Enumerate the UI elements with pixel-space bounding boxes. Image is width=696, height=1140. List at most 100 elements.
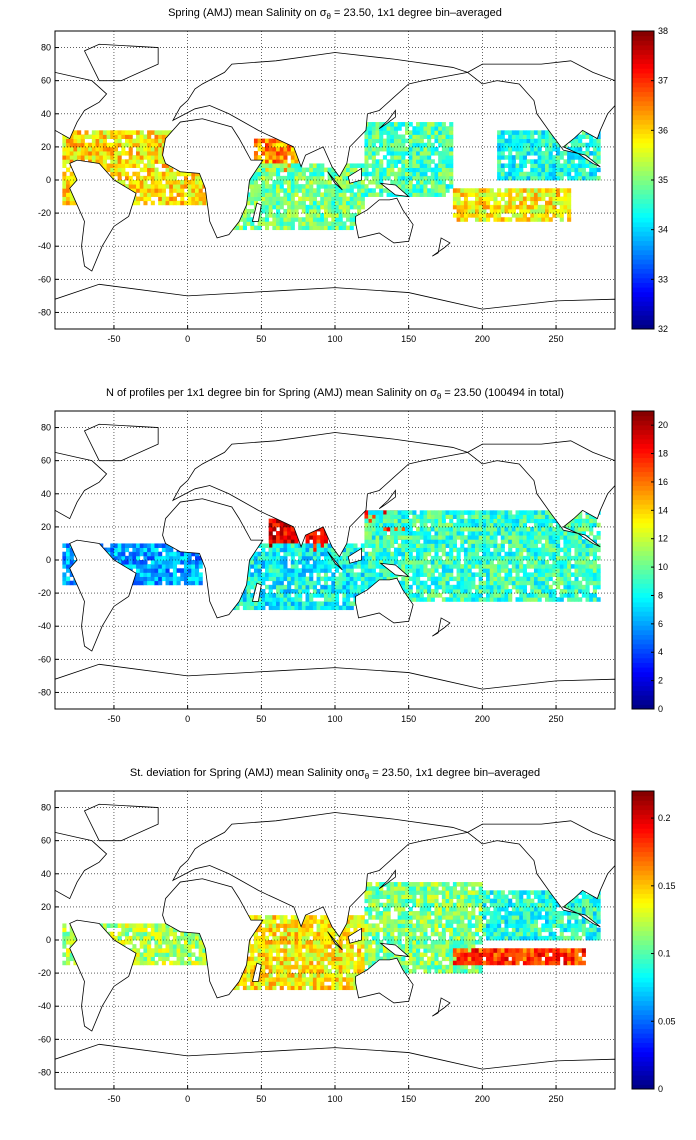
colorbar-cell [632,1037,654,1043]
colorbar-cell [632,480,654,486]
colorbar-cell [632,615,654,622]
colorbar-cell [632,72,654,79]
region-pacific-itcz [452,948,586,966]
x-tick-label: 250 [549,1094,564,1104]
colorbar-cell [632,967,654,974]
colorbar-cell [632,851,654,857]
colorbar-cell [632,800,654,806]
colorbar-cell [632,879,654,885]
colorbar-cell [632,1056,654,1062]
colorbar-cell [632,212,654,218]
colorbar-cell [632,49,654,55]
colorbar-cell [632,63,654,69]
y-tick-label: -80 [38,687,51,697]
coastline [171,432,470,558]
colorbar-cell [632,245,654,251]
colorbar-cell [632,68,654,74]
coastline [55,71,108,140]
title-suffix: = 23.50, 1x1 degree bin–averaged [369,767,541,779]
colorbar-cell [632,560,654,566]
x-tick-label: 0 [185,334,190,344]
colorbar-cell [632,629,654,635]
colorbar-cell [632,466,654,473]
colorbar-cell [632,963,654,969]
colorbar-cell [632,161,654,167]
colorbar-cell [632,648,654,654]
colorbar-cell [632,1000,654,1006]
colorbar: 32 33 34 35 36 37 38 [631,26,668,334]
colorbar-cell [632,1014,654,1020]
coastline [378,109,396,130]
colorbar-cell [632,429,654,435]
y-tick-label: 60 [41,456,51,466]
colorbar-cell [632,1019,654,1025]
coastline [55,451,108,520]
title-sigma: σ [430,387,437,399]
stdev-panel: St. deviation for Spring (AMJ) mean Sali… [0,760,696,1140]
colorbar-cell [632,263,654,269]
colorbar-cell [632,40,654,46]
colorbar-tick-label: 32 [658,324,668,334]
colorbar: 0 2 4 6 8 10 12 14 16 18 20 [631,410,668,714]
coastline [378,869,396,890]
colorbar-tick-label: 14 [658,505,668,515]
y-tick-label: -80 [38,307,51,317]
coastline [171,812,470,938]
colorbar-cell [632,221,654,228]
colorbar-cell [632,795,654,801]
title-sub: θ [436,392,442,402]
colorbar-cell [632,476,654,482]
colorbar-cell [632,601,654,608]
colorbar-cell [632,699,654,705]
colorbar-tick-label: 36 [658,125,668,135]
y-tick-label: 40 [41,489,51,499]
colorbar-cell [632,166,654,172]
x-tick-label: 50 [256,334,266,344]
title-sigma: σ [319,7,327,19]
colorbar-cell [632,860,654,866]
colorbar-cell [632,681,654,687]
colorbar-cell [632,82,654,88]
colorbar-cell [632,110,654,116]
colorbar-frame [631,790,655,1090]
colorbar-cell [632,625,654,631]
colorbar-cell [632,315,654,321]
colorbar-cell [632,704,654,710]
coastline [251,582,262,602]
colorbar-cell [632,791,654,797]
colorbar-cell [632,485,654,491]
colorbar-cell [632,240,654,246]
colorbar-cell [632,105,654,111]
colorbar-cell [632,54,654,60]
colorbar-cell [632,1084,654,1090]
colorbar-cell [632,499,654,505]
coastline [251,962,262,982]
x-tick-label: 100 [327,714,342,724]
coastline [327,551,343,571]
colorbar: 0 0.05 0.1 0.15 0.2 [631,790,676,1094]
colorbar-cell [632,522,654,528]
colorbar-cell [632,823,654,829]
colorbar-tick-label: 4 [658,647,663,657]
colorbar-cell [632,884,654,890]
colorbar-cell [632,606,654,612]
colorbar-cell [632,420,654,426]
colorbar-cell [632,259,654,265]
colorbar-cell [632,926,654,932]
colorbar-cell [632,1061,654,1067]
region-south-pacific [452,188,572,222]
colorbar-cell [632,550,654,556]
colorbar-cell [632,1065,654,1071]
colorbar-cell [632,958,654,964]
colorbar-cell [632,1070,654,1076]
y-tick-label: 20 [41,902,51,912]
colorbar-frame [631,410,655,710]
colorbar-cell [632,657,654,663]
colorbar-cell [632,676,654,682]
count-map: -50 0 50 100 150 200 250-80-60-40-200204060800… [38,410,668,724]
colorbar-cell [632,1075,654,1081]
chart-title: N of profiles per 1x1 degree bin for Spr… [55,387,615,401]
colorbar-cell [632,592,654,598]
coastline [327,931,343,951]
colorbar-cell [632,981,654,988]
